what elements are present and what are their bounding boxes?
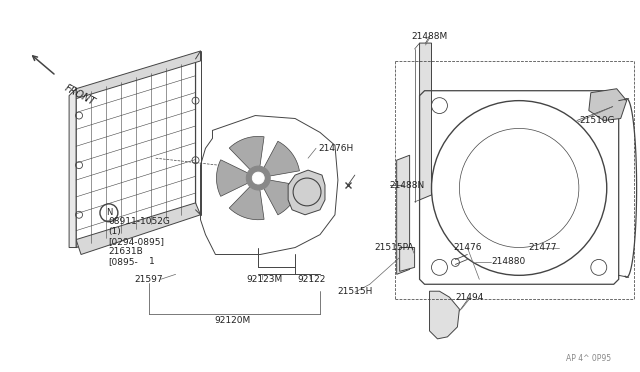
Circle shape <box>246 166 270 190</box>
Polygon shape <box>229 184 264 220</box>
Circle shape <box>252 172 264 184</box>
Polygon shape <box>76 51 200 99</box>
Polygon shape <box>288 170 325 215</box>
Text: 21510G: 21510G <box>579 116 614 125</box>
Text: 08911-1052G: 08911-1052G <box>108 217 170 226</box>
Text: 21597: 21597 <box>134 275 163 284</box>
Polygon shape <box>69 89 76 247</box>
Text: (1): (1) <box>108 227 121 236</box>
Text: 21631B: 21631B <box>108 247 143 256</box>
Polygon shape <box>216 160 251 196</box>
Text: 21494: 21494 <box>455 293 484 302</box>
Text: 92120M: 92120M <box>214 317 250 326</box>
Text: 21477: 21477 <box>529 243 557 252</box>
Polygon shape <box>262 141 300 177</box>
Text: 21476H: 21476H <box>318 144 353 153</box>
Text: AP 4^ 0P95: AP 4^ 0P95 <box>566 354 611 363</box>
Text: [0294-0895]: [0294-0895] <box>108 237 164 246</box>
Text: 21476: 21476 <box>453 243 482 252</box>
Text: [0895-: [0895- <box>108 257 138 266</box>
Text: 21488M: 21488M <box>412 32 447 41</box>
Text: 92123M: 92123M <box>246 275 282 284</box>
Polygon shape <box>76 203 200 254</box>
Text: 92122: 92122 <box>298 275 326 284</box>
Text: 21488N: 21488N <box>390 180 425 189</box>
Text: FRONT: FRONT <box>63 83 97 107</box>
Polygon shape <box>420 43 431 200</box>
Text: 21515H: 21515H <box>337 287 372 296</box>
Polygon shape <box>397 155 410 274</box>
Polygon shape <box>589 89 627 121</box>
Polygon shape <box>229 137 264 172</box>
Polygon shape <box>399 247 415 271</box>
Text: 214880: 214880 <box>492 257 525 266</box>
Polygon shape <box>262 179 300 215</box>
Text: 21515PA: 21515PA <box>374 243 413 252</box>
Text: N: N <box>106 208 112 217</box>
Text: 1: 1 <box>148 257 154 266</box>
Polygon shape <box>429 291 460 339</box>
